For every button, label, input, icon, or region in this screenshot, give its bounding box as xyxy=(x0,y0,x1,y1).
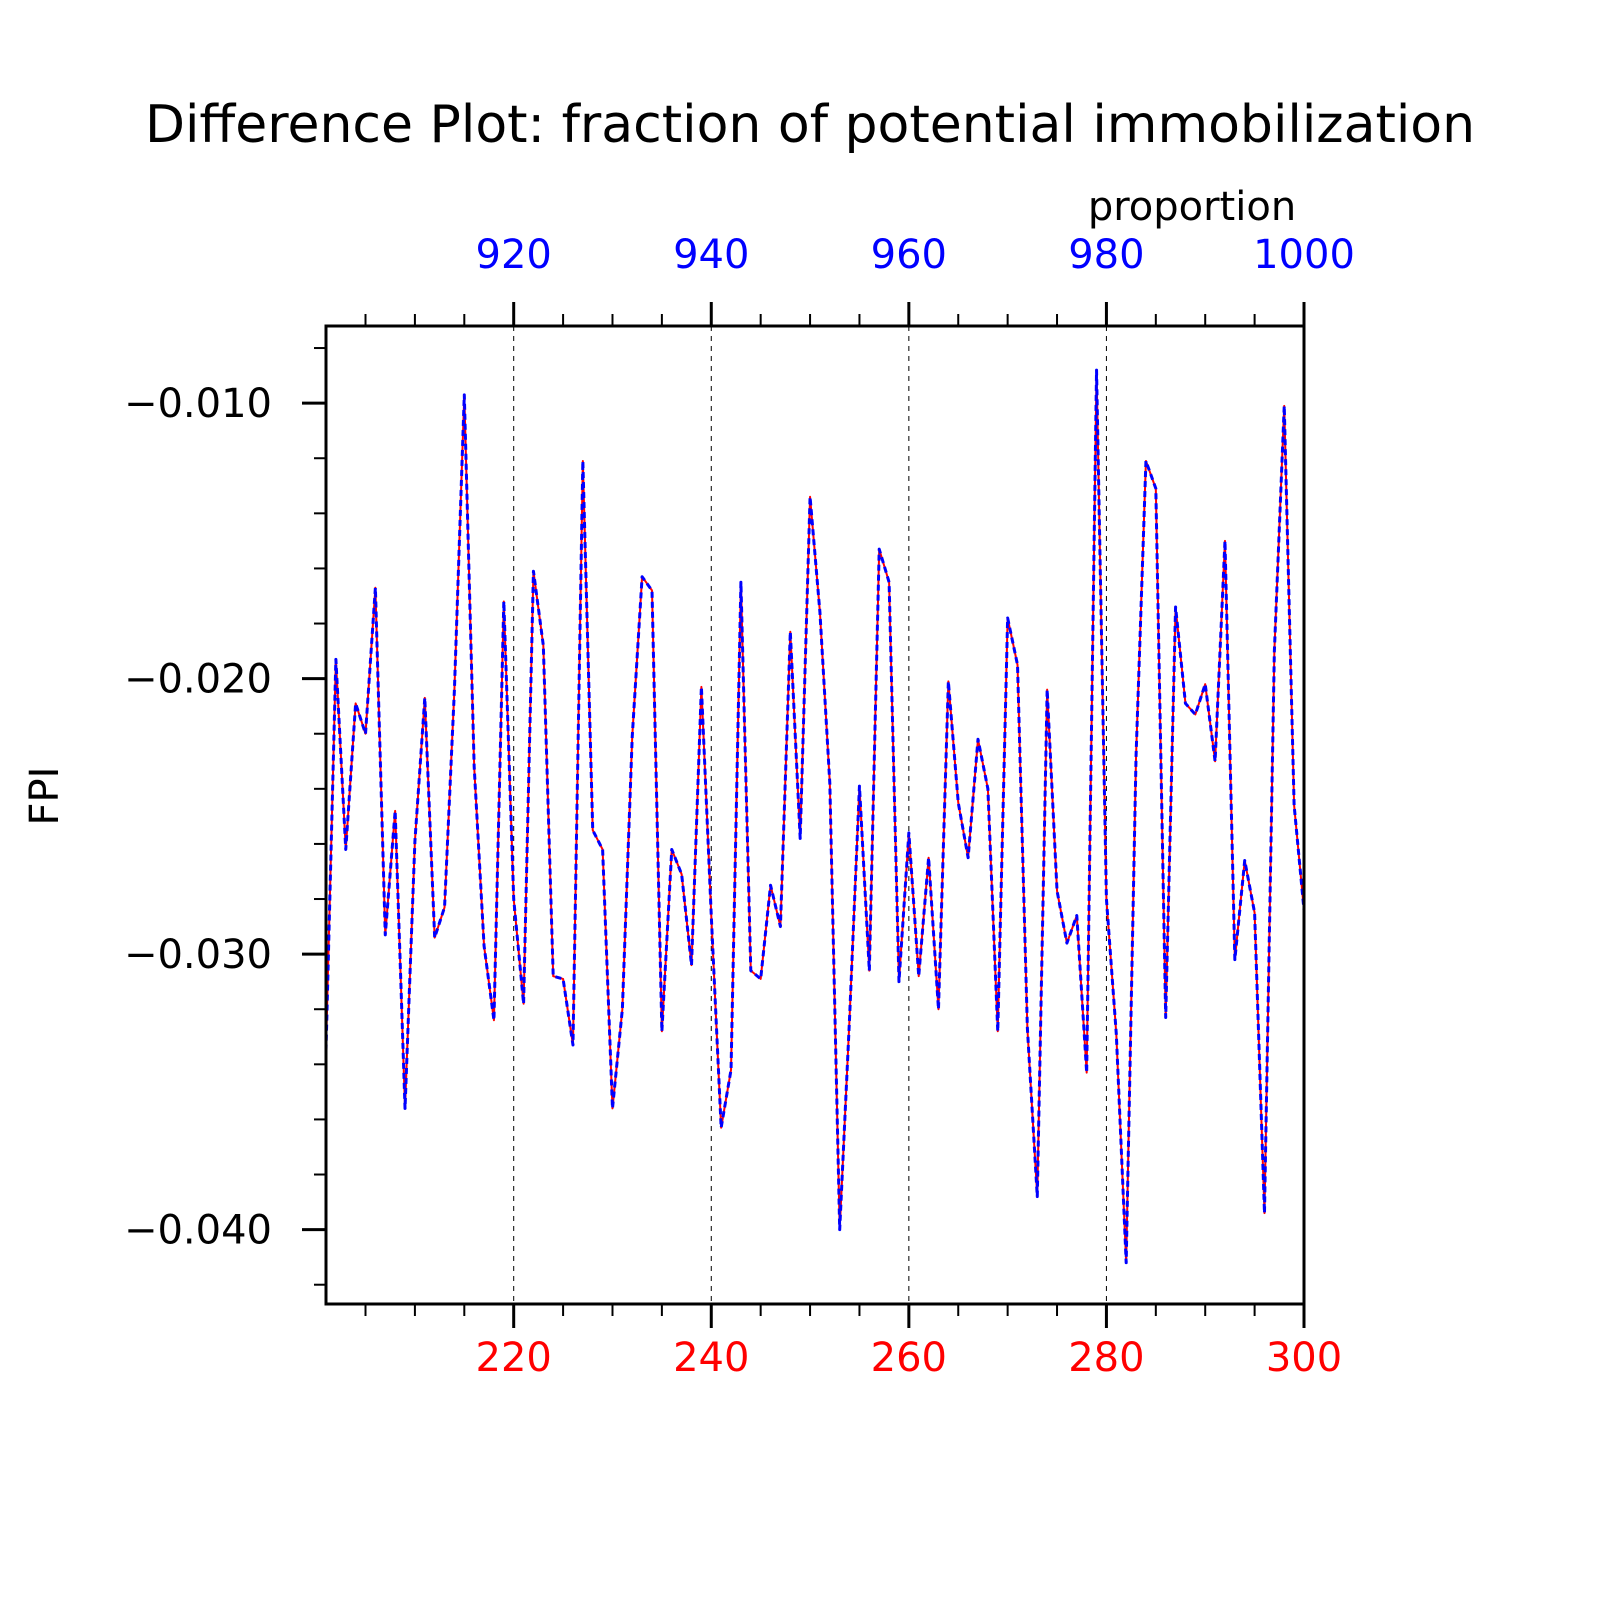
y-tick-label: −0.010 xyxy=(124,381,272,427)
plot-frame xyxy=(324,324,1306,1306)
grid-lines xyxy=(513,326,1107,1304)
y-tick-label: −0.040 xyxy=(124,1208,272,1254)
series-lines xyxy=(324,368,1306,1265)
x-tick-label: 260 xyxy=(871,1335,947,1381)
x2-tick-label: 1000 xyxy=(1253,232,1355,278)
x2-tick-label: 960 xyxy=(871,232,947,278)
tick-labels: 220 240 260 280 300 920 940 960 980 1000 −0.010 −0.… xyxy=(124,232,1355,1381)
y-axis-title: FPI xyxy=(22,767,68,826)
x2-tick-label: 940 xyxy=(673,232,749,278)
y-tick-label: −0.030 xyxy=(124,932,272,978)
chart-title: Difference Plot: fraction of potential i… xyxy=(145,95,1475,155)
x2-tick-label: 920 xyxy=(476,232,552,278)
top-axis-title: proportion xyxy=(1088,184,1296,230)
x-tick-label: 220 xyxy=(476,1335,552,1381)
x2-tick-label: 980 xyxy=(1068,232,1144,278)
axis-ticks xyxy=(302,302,1306,1328)
x-tick-label: 240 xyxy=(673,1335,749,1381)
x-tick-label: 300 xyxy=(1266,1335,1342,1381)
y-tick-label: −0.020 xyxy=(124,657,272,703)
x-tick-label: 280 xyxy=(1068,1335,1144,1381)
series-line-2 xyxy=(324,368,1306,1265)
